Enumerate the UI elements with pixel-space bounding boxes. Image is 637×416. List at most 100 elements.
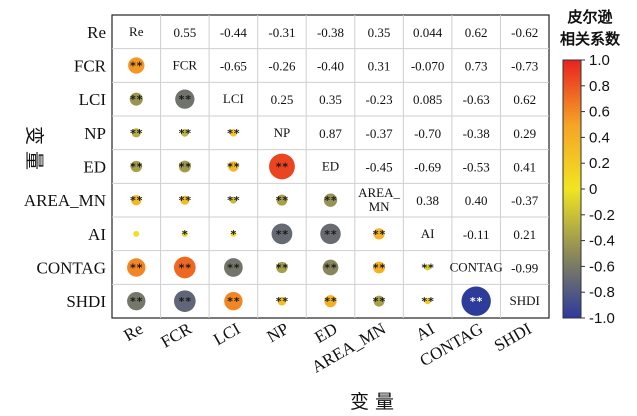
- correlation-value: -0.37: [366, 126, 394, 141]
- significance-mark: **: [130, 93, 143, 106]
- correlation-value: 0.21: [513, 227, 536, 242]
- correlation-circle: [130, 160, 142, 173]
- correlation-circle: [175, 89, 195, 109]
- correlation-value: 0.55: [173, 25, 196, 40]
- x-tick-label: NP: [264, 319, 292, 346]
- colorbar: 皮尔逊 相关系数 1.0 0.8 0.6 0.4 0.2 0 -0.2 -0.4 -0.6 -0.…: [560, 8, 621, 327]
- correlation-circle: [229, 129, 238, 137]
- correlation-value: 0.25: [271, 92, 294, 107]
- colorbar-title-line2: 相关系数: [560, 30, 621, 48]
- correlation-circle: [133, 230, 140, 237]
- correlation-circle: [129, 92, 143, 106]
- colorbar-tick-label: 0.2: [589, 155, 610, 172]
- significance-mark: **: [227, 127, 240, 140]
- significance-mark: **: [227, 295, 240, 308]
- correlation-circle: [269, 153, 295, 180]
- correlation-value: 0.044: [413, 25, 443, 40]
- significance-mark: **: [324, 228, 337, 241]
- correlation-value: -0.63: [463, 92, 490, 107]
- significance-mark: **: [421, 295, 434, 308]
- significance-mark: **: [130, 127, 143, 140]
- correlation-value: 0.31: [368, 59, 391, 74]
- correlation-value: -0.53: [463, 160, 490, 175]
- y-tick-label: NP: [84, 124, 106, 143]
- correlation-value: 0.41: [513, 160, 536, 175]
- significance-mark: **: [178, 93, 191, 106]
- correlation-circle: [424, 298, 431, 305]
- correlation-value: -0.37: [511, 193, 539, 208]
- correlation-value: -0.11: [463, 227, 490, 242]
- significance-mark: **: [275, 295, 288, 308]
- diagonal-label: AREA_ MN: [358, 185, 400, 214]
- significance-mark: **: [372, 262, 385, 275]
- diagonal-label: AI: [421, 226, 435, 241]
- colorbar-tick-label: -0.8: [589, 284, 615, 301]
- significance-mark: **: [227, 262, 240, 275]
- correlation-circle: [174, 256, 196, 279]
- correlation-circle: [224, 258, 243, 277]
- correlation-circle: [276, 194, 288, 206]
- significance-mark: **: [178, 194, 191, 207]
- correlation-circle: [131, 194, 142, 206]
- correlation-circle: [127, 291, 146, 311]
- colorbar-ticks: 1.0 0.8 0.6 0.4 0.2 0 -0.2 -0.4 -0.6 -0.8 -1.0: [581, 52, 615, 327]
- y-axis-title: 变 量: [23, 126, 45, 170]
- x-axis-title: 变 量: [350, 391, 394, 413]
- significance-mark: **: [275, 194, 288, 207]
- cells-layer: Re 0.55 -0.44 -0.31 -0.38 0.35 0.044 0.62 -0.62 *…: [111, 14, 550, 319]
- correlation-circle: [181, 230, 188, 237]
- significance-mark: **: [421, 262, 434, 275]
- correlation-value: -0.38: [463, 126, 490, 141]
- y-tick-label: ED: [83, 158, 106, 177]
- significance-mark: **: [372, 228, 385, 241]
- colorbar-title-line1: 皮尔逊: [567, 8, 612, 26]
- significance-mark: **: [275, 262, 288, 275]
- correlation-circle: [271, 223, 293, 245]
- correlation-circle: [320, 223, 341, 245]
- correlation-circle: [180, 128, 189, 137]
- correlation-circle: [224, 291, 243, 311]
- correlation-circle: [230, 230, 237, 237]
- correlation-circle: [277, 296, 287, 306]
- significance-mark: **: [324, 194, 337, 207]
- correlation-circle: [373, 228, 385, 240]
- significance-mark: **: [470, 295, 483, 308]
- correlation-value: -0.23: [366, 92, 393, 107]
- colorbar-tick-label: -1.0: [589, 310, 615, 327]
- correlation-value: 0.62: [465, 25, 488, 40]
- correlation-value: 0.87: [319, 126, 342, 141]
- significance-mark: **: [227, 161, 240, 174]
- correlation-circle: [178, 160, 191, 173]
- x-tick-label: LCI: [210, 319, 244, 349]
- correlation-circle: [322, 259, 339, 276]
- y-tick-label: AREA_MN: [24, 191, 106, 210]
- significance-mark: **: [227, 194, 240, 207]
- diagonal-label: CONTAG: [450, 260, 503, 275]
- correlation-circle: [174, 290, 196, 312]
- x-tick-label: ED: [311, 319, 340, 347]
- significance-mark: *: [182, 228, 189, 241]
- colorbar-tick-label: 0: [589, 181, 597, 198]
- significance-mark: **: [130, 262, 143, 275]
- y-tick-label: FCR: [74, 57, 107, 76]
- significance-mark: *: [230, 228, 237, 241]
- correlation-value: -0.38: [317, 25, 344, 40]
- correlation-circle: [324, 295, 337, 308]
- correlation-circle: [323, 193, 338, 207]
- colorbar-tick-label: -0.6: [589, 258, 615, 275]
- significance-mark: **: [372, 295, 385, 308]
- correlation-circle: [131, 128, 141, 138]
- correlation-value: 0.38: [416, 193, 439, 208]
- significance-mark: **: [324, 295, 337, 308]
- correlation-value: 0.62: [513, 92, 536, 107]
- correlation-value: -0.69: [414, 160, 441, 175]
- correlation-circle: [180, 195, 190, 205]
- significance-mark: **: [130, 295, 143, 308]
- significance-mark: **: [324, 262, 337, 275]
- y-tick-label: SHDI: [66, 292, 106, 311]
- significance-mark: **: [130, 60, 143, 73]
- significance-mark: **: [178, 295, 191, 308]
- correlation-value: -0.99: [511, 261, 538, 276]
